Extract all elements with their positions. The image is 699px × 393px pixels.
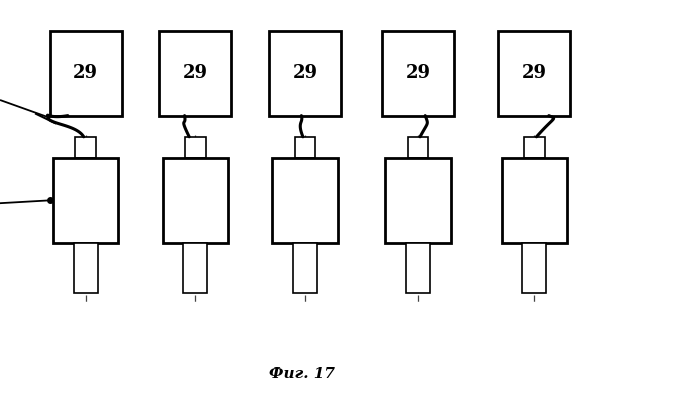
Bar	[293, 243, 317, 293]
Bar	[502, 158, 567, 243]
Bar	[295, 137, 315, 158]
Text: 29: 29	[292, 64, 317, 82]
Bar	[273, 158, 338, 243]
Bar	[408, 137, 428, 158]
Bar	[53, 158, 118, 243]
Text: 29: 29	[183, 64, 208, 82]
Bar	[406, 243, 430, 293]
Bar	[385, 158, 451, 243]
Bar	[524, 137, 545, 158]
Bar	[50, 31, 122, 116]
Bar	[382, 31, 454, 116]
Bar	[75, 137, 96, 158]
Bar	[269, 31, 341, 116]
Bar	[159, 31, 231, 116]
Bar	[183, 243, 208, 293]
Bar	[74, 243, 98, 293]
Bar	[185, 137, 206, 158]
Bar	[163, 158, 228, 243]
Text: 29: 29	[405, 64, 431, 82]
Text: 29: 29	[522, 64, 547, 82]
Bar	[498, 31, 570, 116]
Text: Фиг. 17: Фиг. 17	[268, 367, 335, 381]
Text: 29: 29	[73, 64, 99, 82]
Bar	[522, 243, 547, 293]
